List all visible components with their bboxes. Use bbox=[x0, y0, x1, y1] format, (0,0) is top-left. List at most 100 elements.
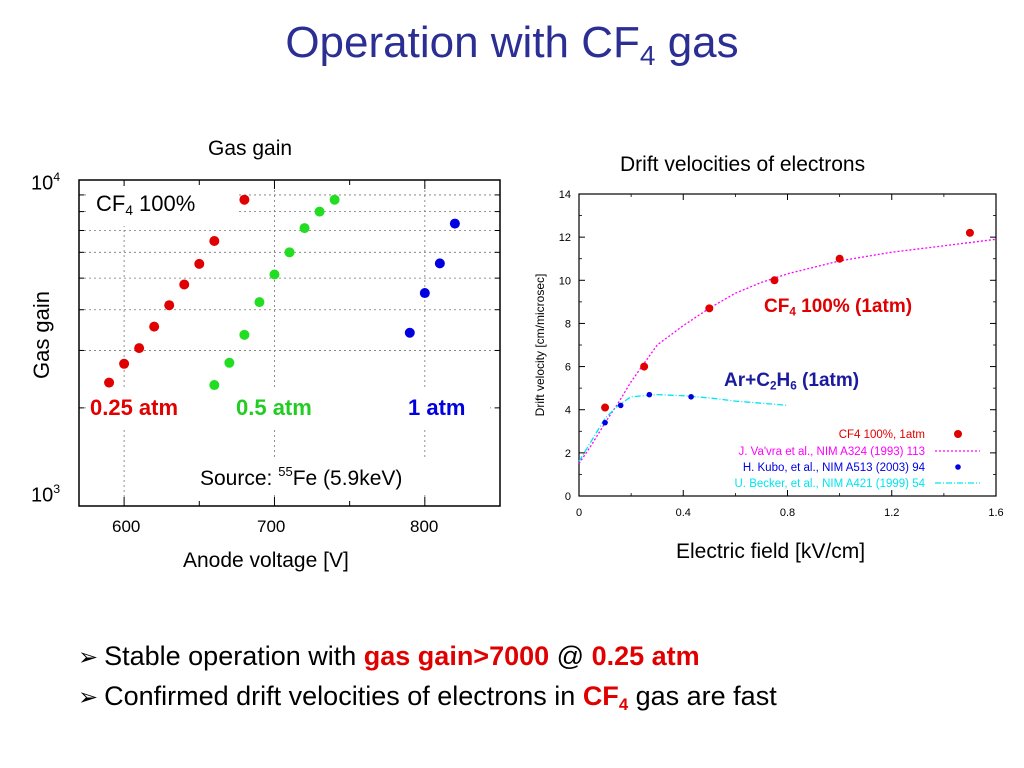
drift-x-tick-label: 1.2 bbox=[884, 507, 899, 519]
gain-point-series-1 bbox=[224, 357, 235, 368]
gain-y-tick-bottom-base: 10 bbox=[31, 484, 54, 507]
bullet-2-end: gas are fast bbox=[628, 681, 777, 711]
drift-legend: CF4 100%, 1atm J. Va'vra et al., NIM A324… bbox=[735, 429, 980, 490]
gain-point-series-2 bbox=[449, 218, 460, 229]
drift-y-axis-label: Drift velocity [cm/microsec] bbox=[533, 273, 547, 417]
gain-point-series-2 bbox=[434, 258, 445, 269]
bullet-2-highlight-sub: 4 bbox=[618, 695, 629, 715]
slide-title: Operation with CF4 gas bbox=[0, 18, 1024, 72]
gain-source-pre: Source: bbox=[200, 467, 279, 491]
slide-title-end: gas bbox=[655, 18, 739, 67]
drift-point-series-0 bbox=[640, 362, 649, 371]
gain-point-series-1 bbox=[314, 206, 325, 217]
arrow-bullet-icon: ➢ bbox=[78, 684, 99, 711]
drift-point-series-2 bbox=[617, 402, 624, 409]
drift-y-tick-label: 4 bbox=[565, 405, 571, 417]
drift-line-series-3 bbox=[578, 393, 788, 462]
gain-source-sup: 55 bbox=[278, 464, 293, 479]
drift-x-tick-label: 1.6 bbox=[988, 507, 1003, 519]
drift-annotation-ar-mid: H bbox=[776, 370, 791, 391]
drift-y-tick-label: 8 bbox=[565, 318, 571, 330]
bullet-2-highlight-cf: CF bbox=[582, 681, 619, 711]
gain-inset-label-main: CF bbox=[96, 191, 126, 216]
drift-point-series-2 bbox=[602, 419, 608, 426]
gain-point-series-0 bbox=[164, 300, 175, 311]
gain-legend-0.5atm: 0.5 atm bbox=[236, 395, 312, 420]
gain-point-series-1 bbox=[329, 194, 340, 205]
gain-point-series-1 bbox=[299, 223, 310, 234]
drift-annotation-ar-sub2: 6 bbox=[790, 379, 797, 393]
gain-chart-title: Gas gain bbox=[208, 137, 293, 160]
bullet-1-highlight-pressure: 0.25 atm bbox=[591, 641, 700, 671]
gain-source-label: Source: 55Fe (5.9keV) bbox=[200, 464, 402, 491]
drift-y-tick-label: 2 bbox=[565, 448, 571, 460]
drift-annotation-cf4-rest: 100% (1atm) bbox=[795, 296, 913, 317]
drift-ticks: 0 2 4 6 8 10 12 14 0 0.4 0.8 1.2 1.6 bbox=[559, 189, 1004, 519]
drift-legend-swatch-2 bbox=[955, 464, 961, 470]
gain-x-tick-800: 800 bbox=[410, 517, 439, 536]
drift-annotation-ar-rest: (1atm) bbox=[796, 370, 860, 391]
drift-line-series-1 bbox=[578, 238, 997, 464]
bullet-2: ➢ Confirmed drift velocities of electrons… bbox=[78, 677, 777, 724]
drift-legend-swatch-0 bbox=[954, 430, 962, 438]
drift-annotation-cf4-sub: 4 bbox=[789, 305, 796, 319]
gain-point-series-0 bbox=[119, 358, 130, 369]
gain-legend-0.25atm: 0.25 atm bbox=[90, 395, 179, 420]
bullet-2-text: Confirmed drift velocities of electrons … bbox=[104, 681, 583, 711]
slide-title-main: Operation with CF bbox=[285, 18, 640, 67]
gain-inset-label: CF4 100% bbox=[96, 191, 195, 218]
drift-y-tick-label: 6 bbox=[565, 362, 571, 374]
drift-annotation-ar-main: Ar+C bbox=[724, 370, 770, 391]
bullet-1-mid: @ bbox=[549, 641, 592, 671]
drift-legend-label-0: CF4 100%, 1atm bbox=[839, 429, 925, 441]
drift-point-series-0 bbox=[705, 304, 714, 313]
gain-x-tick-600: 600 bbox=[112, 517, 141, 536]
gain-point-series-1 bbox=[239, 329, 250, 340]
gain-inset-label-sub: 4 bbox=[125, 203, 133, 219]
drift-y-tick-label: 12 bbox=[559, 232, 571, 244]
drift-y-tick-label: 0 bbox=[565, 491, 571, 503]
drift-chart: 0 2 4 6 8 10 12 14 0 0.4 0.8 1.2 1.6 CF4 100%, 1atm J… bbox=[559, 189, 1004, 519]
gain-source-box: Source: 55Fe (5.9keV) bbox=[192, 459, 484, 495]
drift-y-tick-label: 14 bbox=[559, 189, 571, 201]
gain-source-rest: Fe (5.9keV) bbox=[292, 467, 403, 491]
slide-title-subscript: 4 bbox=[639, 40, 656, 71]
gain-point-series-0 bbox=[104, 377, 115, 388]
gain-plot-frame bbox=[78, 179, 501, 507]
drift-x-tick-label: 0.8 bbox=[780, 507, 795, 519]
gain-y-tick-top: 104 bbox=[31, 170, 60, 196]
drift-point-series-0 bbox=[770, 276, 779, 285]
gain-point-series-1 bbox=[269, 269, 280, 280]
bullet-1: ➢ Stable operation with gas gain>7000 @ 0… bbox=[78, 637, 777, 677]
drift-y-tick-label: 10 bbox=[559, 275, 571, 287]
gain-point-series-2 bbox=[404, 327, 415, 338]
gain-point-series-1 bbox=[254, 297, 265, 308]
gain-y-tick-top-base: 10 bbox=[31, 172, 54, 195]
gain-point-series-0 bbox=[239, 194, 250, 205]
gain-x-tick-700: 700 bbox=[257, 517, 286, 536]
drift-chart-title: Drift velocities of electrons bbox=[620, 153, 866, 176]
gain-point-series-2 bbox=[419, 288, 430, 299]
drift-point-series-2 bbox=[646, 391, 653, 398]
drift-x-tick-label: 0 bbox=[576, 507, 582, 519]
gain-point-series-0 bbox=[194, 258, 205, 269]
gain-point-series-0 bbox=[134, 343, 145, 354]
drift-legend-label-2: H. Kubo, et al., NIM A513 (2003) 94 bbox=[743, 462, 926, 474]
bullet-1-highlight-gain: gas gain>7000 bbox=[363, 641, 550, 671]
drift-points bbox=[601, 228, 974, 426]
drift-x-tick-label: 0.4 bbox=[676, 507, 691, 519]
gain-point-series-1 bbox=[209, 380, 220, 391]
drift-lines bbox=[578, 238, 997, 464]
bullet-list: ➢ Stable operation with gas gain>7000 @ 0… bbox=[78, 637, 777, 724]
gain-inset-label-rest: 100% bbox=[132, 191, 196, 216]
gain-x-axis-label: Anode voltage [V] bbox=[183, 549, 349, 572]
drift-legend-label-1: J. Va'vra et al., NIM A324 (1993) 113 bbox=[738, 446, 925, 458]
drift-x-axis-label: Electric field [kV/cm] bbox=[676, 540, 866, 563]
gain-point-series-1 bbox=[284, 247, 295, 258]
gain-ticks bbox=[79, 179, 500, 507]
gain-inset-label-box: CF4 100% bbox=[86, 186, 236, 226]
gain-point-series-0 bbox=[149, 321, 160, 332]
gain-y-tick-bottom: 103 bbox=[31, 482, 60, 508]
gain-point-series-0 bbox=[209, 235, 220, 246]
drift-point-series-0 bbox=[601, 403, 610, 412]
